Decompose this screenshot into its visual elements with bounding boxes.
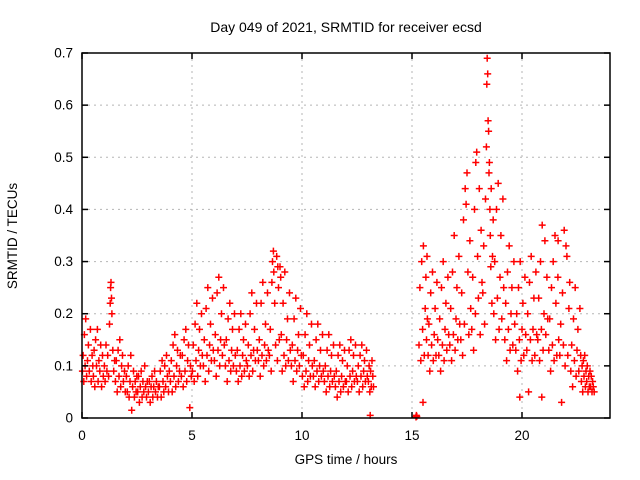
grid-lines: [82, 53, 610, 418]
y-tick-label: 0: [65, 411, 73, 426]
y-tick-label: 0.1: [54, 358, 73, 373]
x-tick-label: 15: [404, 428, 419, 443]
y-tick-label: 0.6: [54, 98, 73, 113]
axis-ticks: [81, 52, 610, 419]
y-tick-label: 0.4: [54, 202, 73, 217]
tick-labels: 0 5 10 15 20 0 0.1 0.2 0.3 0.4 0.5 0.6 0.7: [54, 46, 529, 444]
x-tick-label: 5: [188, 428, 196, 443]
y-tick-label: 0.5: [54, 150, 73, 165]
y-tick-label: 0.7: [54, 46, 73, 61]
x-tick-label: 20: [514, 428, 529, 443]
x-tick-label: 0: [78, 428, 86, 443]
chart-title: Day 049 of 2021, SRMTID for receiver ecs…: [210, 19, 482, 35]
y-tick-label: 0.2: [54, 306, 73, 321]
x-axis-label: GPS time / hours: [295, 452, 398, 467]
y-tick-label: 0.3: [54, 254, 73, 269]
plot-area: 0 5 10 15 20 0 0.1 0.2 0.3 0.4 0.5 0.6 0.7: [54, 46, 611, 444]
data-points: [78, 54, 598, 421]
plot-border: [81, 52, 611, 419]
y-axis-label: SRMTID / TECUs: [5, 183, 20, 290]
x-tick-label: 10: [294, 428, 309, 443]
